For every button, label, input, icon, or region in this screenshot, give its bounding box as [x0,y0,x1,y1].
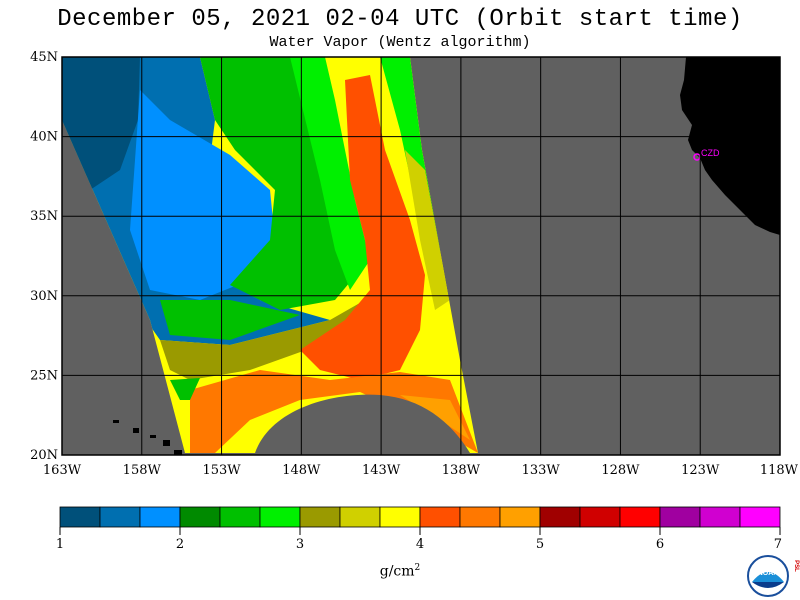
latitude-labels: 45N 40N 35N 30N 25N 20N [30,50,58,463]
psl-logo-text: PSL [793,560,799,572]
colorbar-swatch [259,506,301,528]
lon-tick-label: 148W [282,463,321,478]
moist-plume-south [190,370,478,453]
colorbar-swatch [219,506,261,528]
lon-tick-label: 118W [760,463,799,478]
moist-plume [300,75,425,380]
map-subtitle: Water Vapor (Wentz algorithm) [269,34,531,51]
lat-tick-label: 35N [30,209,58,224]
colorbar-tick-labels: 1 2 3 4 5 6 7 [56,527,782,552]
colorbar-swatch [579,506,621,528]
lat-tick-label: 40N [30,130,58,145]
lon-tick-label: 158W [123,463,162,478]
colorbar-swatch [99,506,141,528]
colorbar-swatch [339,506,381,528]
colorbar-tick-label: 7 [774,537,782,552]
lat-tick-label: 20N [30,448,58,463]
satellite-swath [62,57,478,453]
lon-tick-label: 138W [442,463,481,478]
colorbar [59,506,781,528]
lon-tick-label: 153W [202,463,241,478]
lat-tick-label: 30N [30,289,58,304]
dry-region-darkest [62,57,140,190]
moist-core-south [400,395,470,440]
no-data-hole [255,394,470,453]
dry-region-light [130,90,275,300]
green-lower-band [160,300,300,340]
colorbar-swatch [59,506,101,528]
lon-tick-label: 123W [681,463,720,478]
colorbar-swatch [539,506,581,528]
colorbar-swatch [299,506,341,528]
colorbar-swatch [179,506,221,528]
colorbar-swatch [659,506,701,528]
lat-tick-label: 25N [30,368,58,383]
colorbar-tick-label: 3 [296,537,304,552]
california-coast [680,57,780,235]
colorbar-tick-label: 5 [536,537,544,552]
lat-tick-label: 45N [30,50,58,65]
olive-band [160,300,375,380]
colorbar-swatch [739,506,781,528]
colorbar-tick-label: 1 [56,537,64,552]
lon-tick-label: 133W [522,463,561,478]
colorbar-tick-label: 6 [656,537,664,552]
colorbar-tick-label: 4 [416,537,424,552]
colorbar-unit: g/cm2 [379,563,421,580]
colorbar-swatch [619,506,661,528]
colorbar-tick-label: 2 [176,537,184,552]
lon-tick-label: 143W [362,463,401,478]
station-label: CZD [701,148,720,158]
map-frame [61,56,781,456]
lon-tick-label: 163W [43,463,82,478]
colorbar-swatch [499,506,541,528]
longitude-labels: 163W 158W 153W 148W 143W 138W 133W 128W 123W 118W [43,463,799,478]
map-title: December 05, 2021 02-04 UTC (Orbit start… [57,6,743,33]
lon-tick-label: 128W [601,463,640,478]
colorbar-swatch [139,506,181,528]
colorbar-swatch [419,506,461,528]
hawaiian-islands [113,420,182,455]
colorbar-swatch [379,506,421,528]
green-band-2 [290,57,370,290]
colorbar-swatch [699,506,741,528]
colorbar-swatch [459,506,501,528]
eastern-olive [405,150,450,310]
green-southwest [170,378,200,400]
noaa-logo-text: NOAA [758,570,779,577]
noaa-logo: NOAA PSL [747,555,799,597]
